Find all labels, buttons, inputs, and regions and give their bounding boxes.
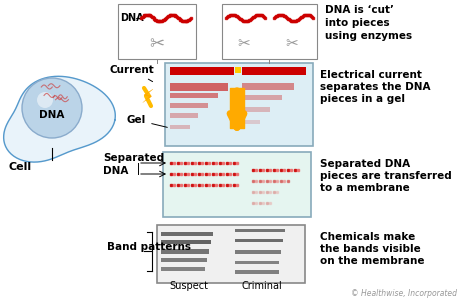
Bar [170,93,218,98]
Text: Chemicals make: Chemicals make [319,232,414,242]
Text: DNA: DNA [103,166,128,176]
Text: DNA: DNA [120,13,143,23]
Text: DNA: DNA [39,110,65,120]
Text: Suspect: Suspect [169,281,208,291]
Bar [170,113,197,118]
Bar [235,239,282,242]
Text: Separated: Separated [103,153,164,163]
Bar [157,225,304,283]
Text: Separated DNA: Separated DNA [319,159,409,169]
Text: Electrical current: Electrical current [319,70,421,80]
Text: ⚡: ⚡ [140,88,154,107]
Text: on the membrane: on the membrane [319,256,424,266]
Bar [162,152,310,217]
Bar [241,120,259,124]
Bar [241,67,305,75]
Bar [161,232,213,236]
Bar [165,63,312,146]
Circle shape [22,78,82,138]
Bar [170,103,207,108]
Text: separates the DNA: separates the DNA [319,82,430,92]
Bar [235,250,280,254]
Bar [161,258,207,262]
Polygon shape [4,76,115,162]
Bar [235,261,279,264]
Text: DNA is ‘cut’: DNA is ‘cut’ [325,5,393,15]
Text: using enzymes: using enzymes [325,31,411,41]
Text: ✂: ✂ [237,37,250,52]
Text: ✂: ✂ [149,35,164,53]
Text: Cell: Cell [8,162,32,172]
Bar [222,4,316,59]
Bar [241,95,281,100]
Bar [161,249,208,254]
Bar [170,83,228,91]
Bar [170,67,234,75]
Text: Band patterns: Band patterns [107,242,190,252]
Circle shape [37,92,53,108]
Bar [161,240,211,244]
Bar [241,107,269,112]
Bar [161,267,205,271]
Text: Criminal: Criminal [241,281,282,291]
Bar [235,67,241,73]
Text: pieces in a gel: pieces in a gel [319,94,404,104]
Text: to a membrane: to a membrane [319,183,409,193]
Bar [235,67,240,73]
Text: Current: Current [110,65,154,82]
Text: into pieces: into pieces [325,18,389,28]
Bar [118,4,196,59]
Text: Gel: Gel [127,115,167,128]
Text: ✂: ✂ [285,37,298,52]
Text: pieces are transferred: pieces are transferred [319,171,451,181]
Bar [235,229,285,232]
Bar [170,125,190,129]
Text: © Healthwise, Incorporated: © Healthwise, Incorporated [350,290,456,298]
Text: the bands visible: the bands visible [319,244,420,254]
Bar [241,83,293,90]
Bar [235,270,279,274]
